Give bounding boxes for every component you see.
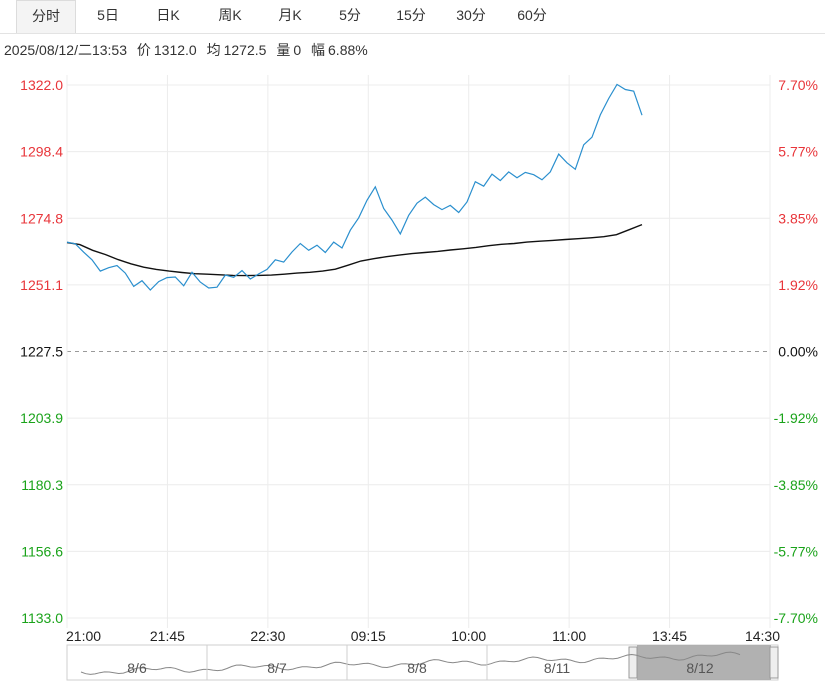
navigator-sparkline xyxy=(80,651,741,675)
percent-tick-label: 1.92% xyxy=(778,277,818,293)
chart-grid xyxy=(66,75,771,628)
period-tabs: 分时 5日 日K 周K 月K 5分 15分 30分 60分 xyxy=(0,0,825,34)
average-price-line xyxy=(66,223,643,277)
avg-value: 1272.5 xyxy=(223,42,267,58)
time-tick-label: 14:30 xyxy=(745,628,780,644)
time-axis: 21:00 21:45 22:30 09:15 10:00 11:00 13:45 14:30 xyxy=(66,628,780,644)
time-tick-label: 11:00 xyxy=(552,628,586,644)
price-tick-label: 1251.1 xyxy=(20,277,63,293)
price-label: 价 xyxy=(136,42,151,58)
tab-intraday[interactable]: 分时 xyxy=(16,0,76,33)
percent-tick-label: -5.77% xyxy=(774,543,818,559)
navigator-handle-right xyxy=(769,646,779,679)
price-tick-label: 1274.8 xyxy=(20,210,63,226)
tab-weekly-k[interactable]: 周K xyxy=(218,7,242,23)
percent-axis: 7.70% 5.77% 3.85% 1.92% 0.00% -1.92% -3.85% -5.… xyxy=(774,77,818,626)
percent-tick-label: 5.77% xyxy=(778,144,818,160)
price-axis: 1322.0 1298.4 1274.8 1251.1 1227.5 1203.9 1180… xyxy=(20,77,63,626)
time-tick-label: 10:00 xyxy=(451,628,486,644)
time-tick-label: 22:30 xyxy=(250,628,285,644)
price-tick-label: 1133.0 xyxy=(21,610,63,626)
navigator-selection xyxy=(637,645,771,680)
amplitude-label: 幅 xyxy=(311,42,326,58)
price-tick-label: 1203.9 xyxy=(20,410,63,426)
percent-tick-label: -7.70% xyxy=(774,610,818,626)
percent-tick-label: 7.70% xyxy=(778,77,818,93)
tab-5min[interactable]: 5分 xyxy=(339,7,361,23)
quote-datetime: 2025/08/12/二13:53 xyxy=(4,42,127,58)
price-tick-label: 1180.3 xyxy=(21,477,63,493)
navigator-handle-left xyxy=(628,646,638,679)
price-tick-label: 1156.6 xyxy=(21,543,63,559)
price-tick-label: 1322.0 xyxy=(20,77,63,93)
time-tick-label: 09:15 xyxy=(351,628,386,644)
tab-30min[interactable]: 30分 xyxy=(456,7,486,23)
percent-tick-label: 0.00% xyxy=(778,344,818,360)
navigator-date-label: 8/11 xyxy=(544,660,570,676)
avg-label: 均 xyxy=(206,42,221,58)
price-value: 1312.0 xyxy=(153,42,197,58)
time-tick-label: 21:00 xyxy=(66,628,101,644)
percent-tick-label: -1.92% xyxy=(774,410,818,426)
navigator-date-label: 8/12 xyxy=(686,660,713,676)
percent-tick-label: -3.85% xyxy=(774,477,818,493)
time-tick-label: 13:45 xyxy=(652,628,687,644)
percent-tick-label: 3.85% xyxy=(778,210,818,226)
tab-60min[interactable]: 60分 xyxy=(517,7,547,23)
time-tick-label: 21:45 xyxy=(150,628,185,644)
navigator-date-label: 8/8 xyxy=(407,660,427,676)
tab-5day[interactable]: 5日 xyxy=(97,7,119,23)
navigator-date-label: 8/6 xyxy=(127,660,147,676)
tab-15min[interactable]: 15分 xyxy=(396,7,426,23)
price-tick-label: 1298.4 xyxy=(20,144,63,160)
navigator-date-label: 8/7 xyxy=(267,660,287,676)
volume-value: 0 xyxy=(293,42,302,58)
range-navigator[interactable]: 8/6 8/7 8/8 8/11 8/12 xyxy=(66,644,779,681)
volume-label: 量 xyxy=(276,42,291,58)
price-tick-label: 1227.5 xyxy=(20,344,63,360)
tab-daily-k[interactable]: 日K xyxy=(156,7,180,23)
price-line xyxy=(66,83,643,291)
tab-monthly-k[interactable]: 月K xyxy=(278,7,302,23)
amplitude-value: 6.88% xyxy=(328,42,368,58)
